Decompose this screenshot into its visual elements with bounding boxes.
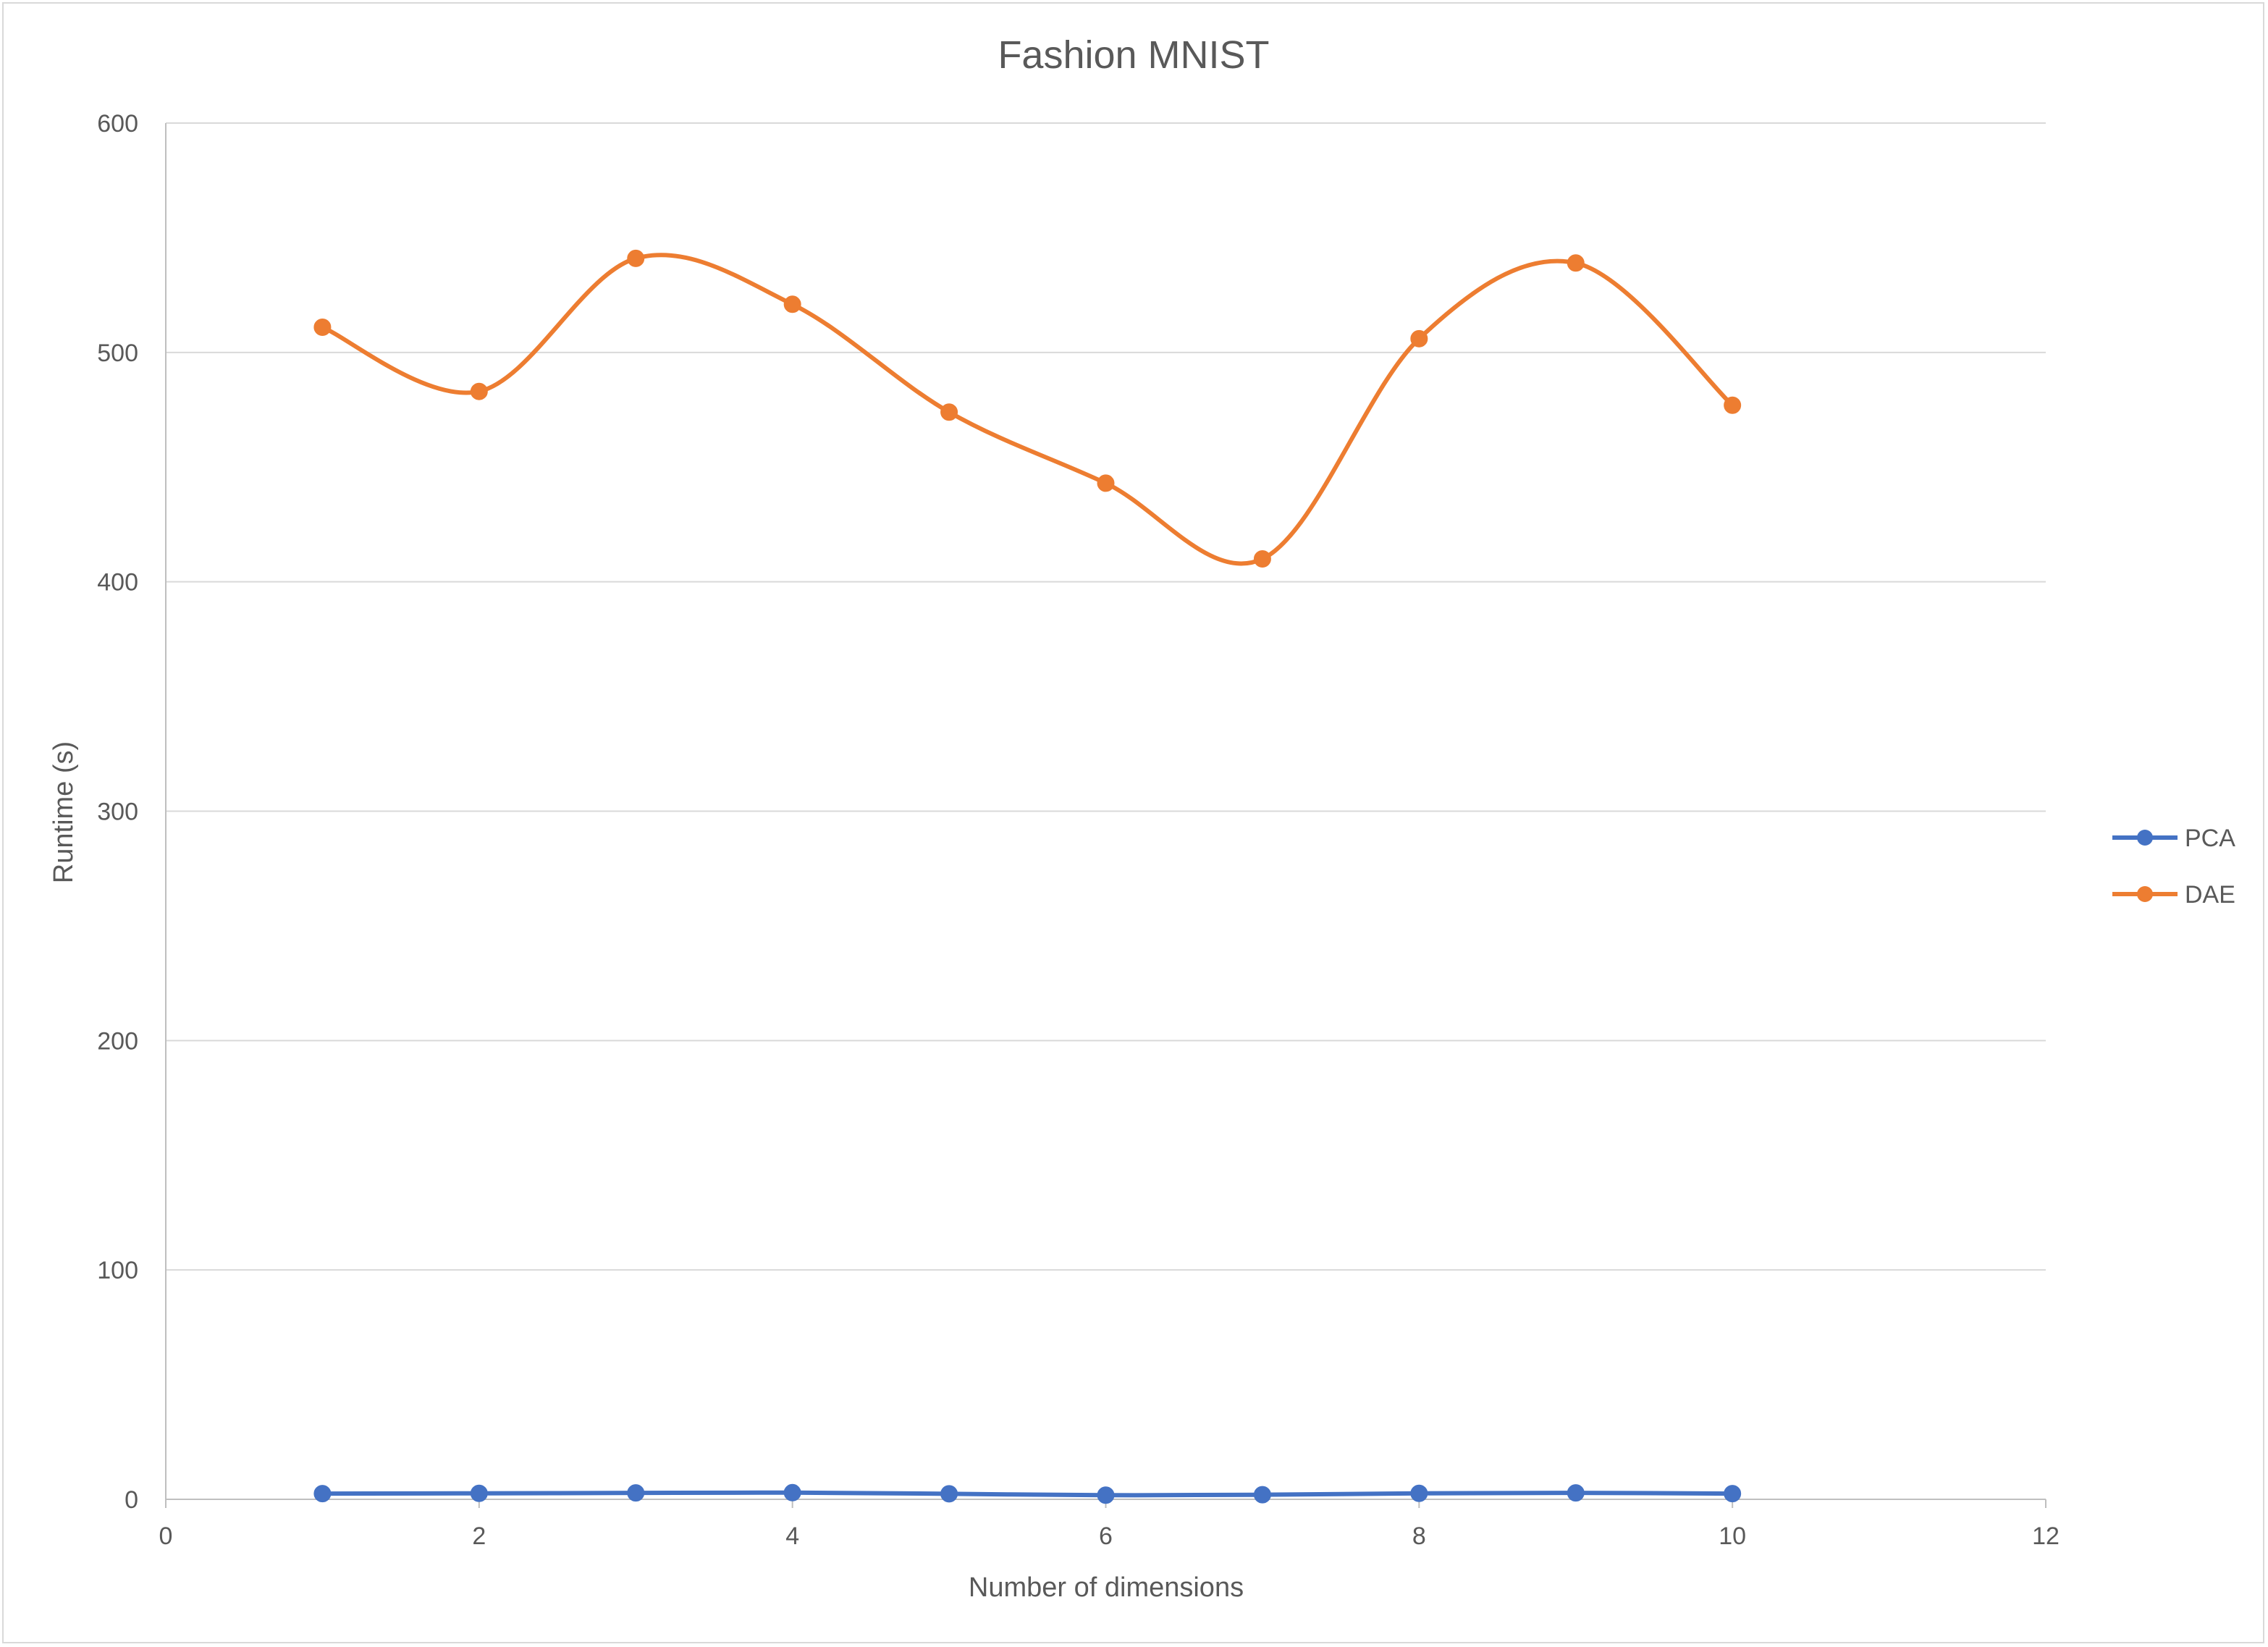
data-point-dae-6 bbox=[1097, 474, 1115, 492]
y-tick-label-0: 0 bbox=[125, 1486, 138, 1514]
data-point-pca-2 bbox=[470, 1484, 488, 1502]
data-point-dae-3 bbox=[627, 249, 645, 267]
series-line-dae bbox=[320, 253, 1735, 566]
chart-title: Fashion MNIST bbox=[998, 33, 1269, 77]
y-tick-label-500: 500 bbox=[97, 340, 138, 367]
x-tick-label-2: 2 bbox=[472, 1522, 486, 1550]
series-dae bbox=[313, 249, 1742, 568]
data-point-dae-4 bbox=[783, 295, 801, 313]
data-point-dae-9 bbox=[1567, 254, 1585, 272]
data-point-dae-5 bbox=[940, 403, 958, 421]
data-point-dae-2 bbox=[470, 382, 488, 400]
x-tick-label-6: 6 bbox=[1099, 1522, 1113, 1550]
data-point-dae-10 bbox=[1724, 396, 1742, 414]
data-point-pca-1 bbox=[313, 1485, 332, 1503]
data-point-pca-6 bbox=[1097, 1486, 1115, 1504]
y-tick-labels: 0 100 200 300 400 500 600 bbox=[97, 110, 138, 1514]
legend-swatch-marker-pca bbox=[2137, 830, 2153, 846]
y-tick-label-300: 300 bbox=[97, 799, 138, 826]
legend-swatch-marker-dae bbox=[2137, 886, 2153, 902]
y-tick-label-200: 200 bbox=[97, 1027, 138, 1055]
data-point-pca-4 bbox=[783, 1483, 801, 1501]
data-point-pca-3 bbox=[627, 1484, 645, 1502]
x-tick-label-0: 0 bbox=[159, 1522, 173, 1550]
y-tick-label-600: 600 bbox=[97, 110, 138, 138]
y-axis-label: Runtime (s) bbox=[49, 741, 79, 883]
legend-label-dae: DAE bbox=[2185, 881, 2235, 909]
data-point-dae-1 bbox=[313, 318, 332, 336]
x-tick-label-12: 12 bbox=[2032, 1522, 2060, 1550]
data-point-dae-8 bbox=[1410, 329, 1428, 347]
legend: PCA DAE bbox=[2112, 825, 2235, 909]
legend-item-pca: PCA bbox=[2112, 825, 2235, 852]
x-tick-label-4: 4 bbox=[785, 1522, 799, 1550]
legend-item-dae: DAE bbox=[2112, 881, 2235, 909]
series-pca bbox=[313, 1483, 1742, 1504]
series-group bbox=[313, 249, 1742, 1504]
y-tick-label-400: 400 bbox=[97, 569, 138, 597]
data-point-pca-7 bbox=[1253, 1486, 1271, 1504]
x-tick-label-10: 10 bbox=[1719, 1522, 1746, 1550]
data-point-pca-9 bbox=[1567, 1484, 1585, 1502]
data-point-pca-8 bbox=[1410, 1484, 1428, 1502]
series-line-pca bbox=[320, 1490, 1735, 1498]
data-point-dae-7 bbox=[1253, 549, 1271, 568]
data-point-pca-10 bbox=[1724, 1485, 1742, 1503]
y-tick-label-100: 100 bbox=[97, 1257, 138, 1284]
legend-label-pca: PCA bbox=[2185, 825, 2235, 852]
x-tick-label-8: 8 bbox=[1412, 1522, 1426, 1550]
x-tick-labels: 0 2 4 6 8 10 12 bbox=[159, 1499, 2060, 1550]
x-axis-label: Number of dimensions bbox=[969, 1572, 1244, 1603]
data-point-pca-5 bbox=[940, 1485, 958, 1503]
grid-lines bbox=[166, 122, 2046, 1271]
